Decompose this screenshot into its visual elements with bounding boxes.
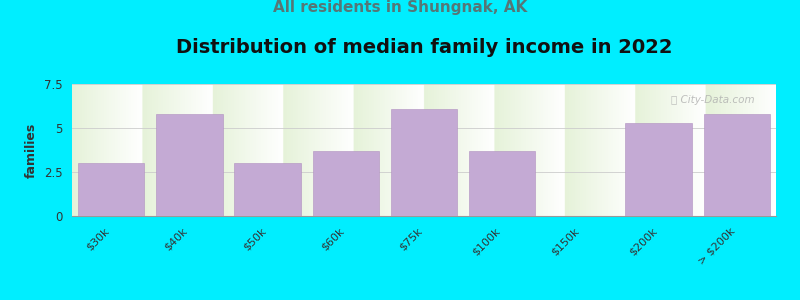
Bar [313, 151, 379, 216]
Bar [78, 163, 144, 216]
Text: All residents in Shungnak, AK: All residents in Shungnak, AK [273, 0, 527, 15]
Bar [626, 123, 692, 216]
Y-axis label: families: families [25, 122, 38, 178]
Bar [469, 151, 535, 216]
Bar [390, 109, 458, 216]
Text: ⓘ City-Data.com: ⓘ City-Data.com [671, 94, 755, 105]
Title: Distribution of median family income in 2022: Distribution of median family income in … [176, 38, 672, 57]
Bar [704, 114, 770, 216]
Bar [234, 163, 301, 216]
Bar [156, 114, 222, 216]
